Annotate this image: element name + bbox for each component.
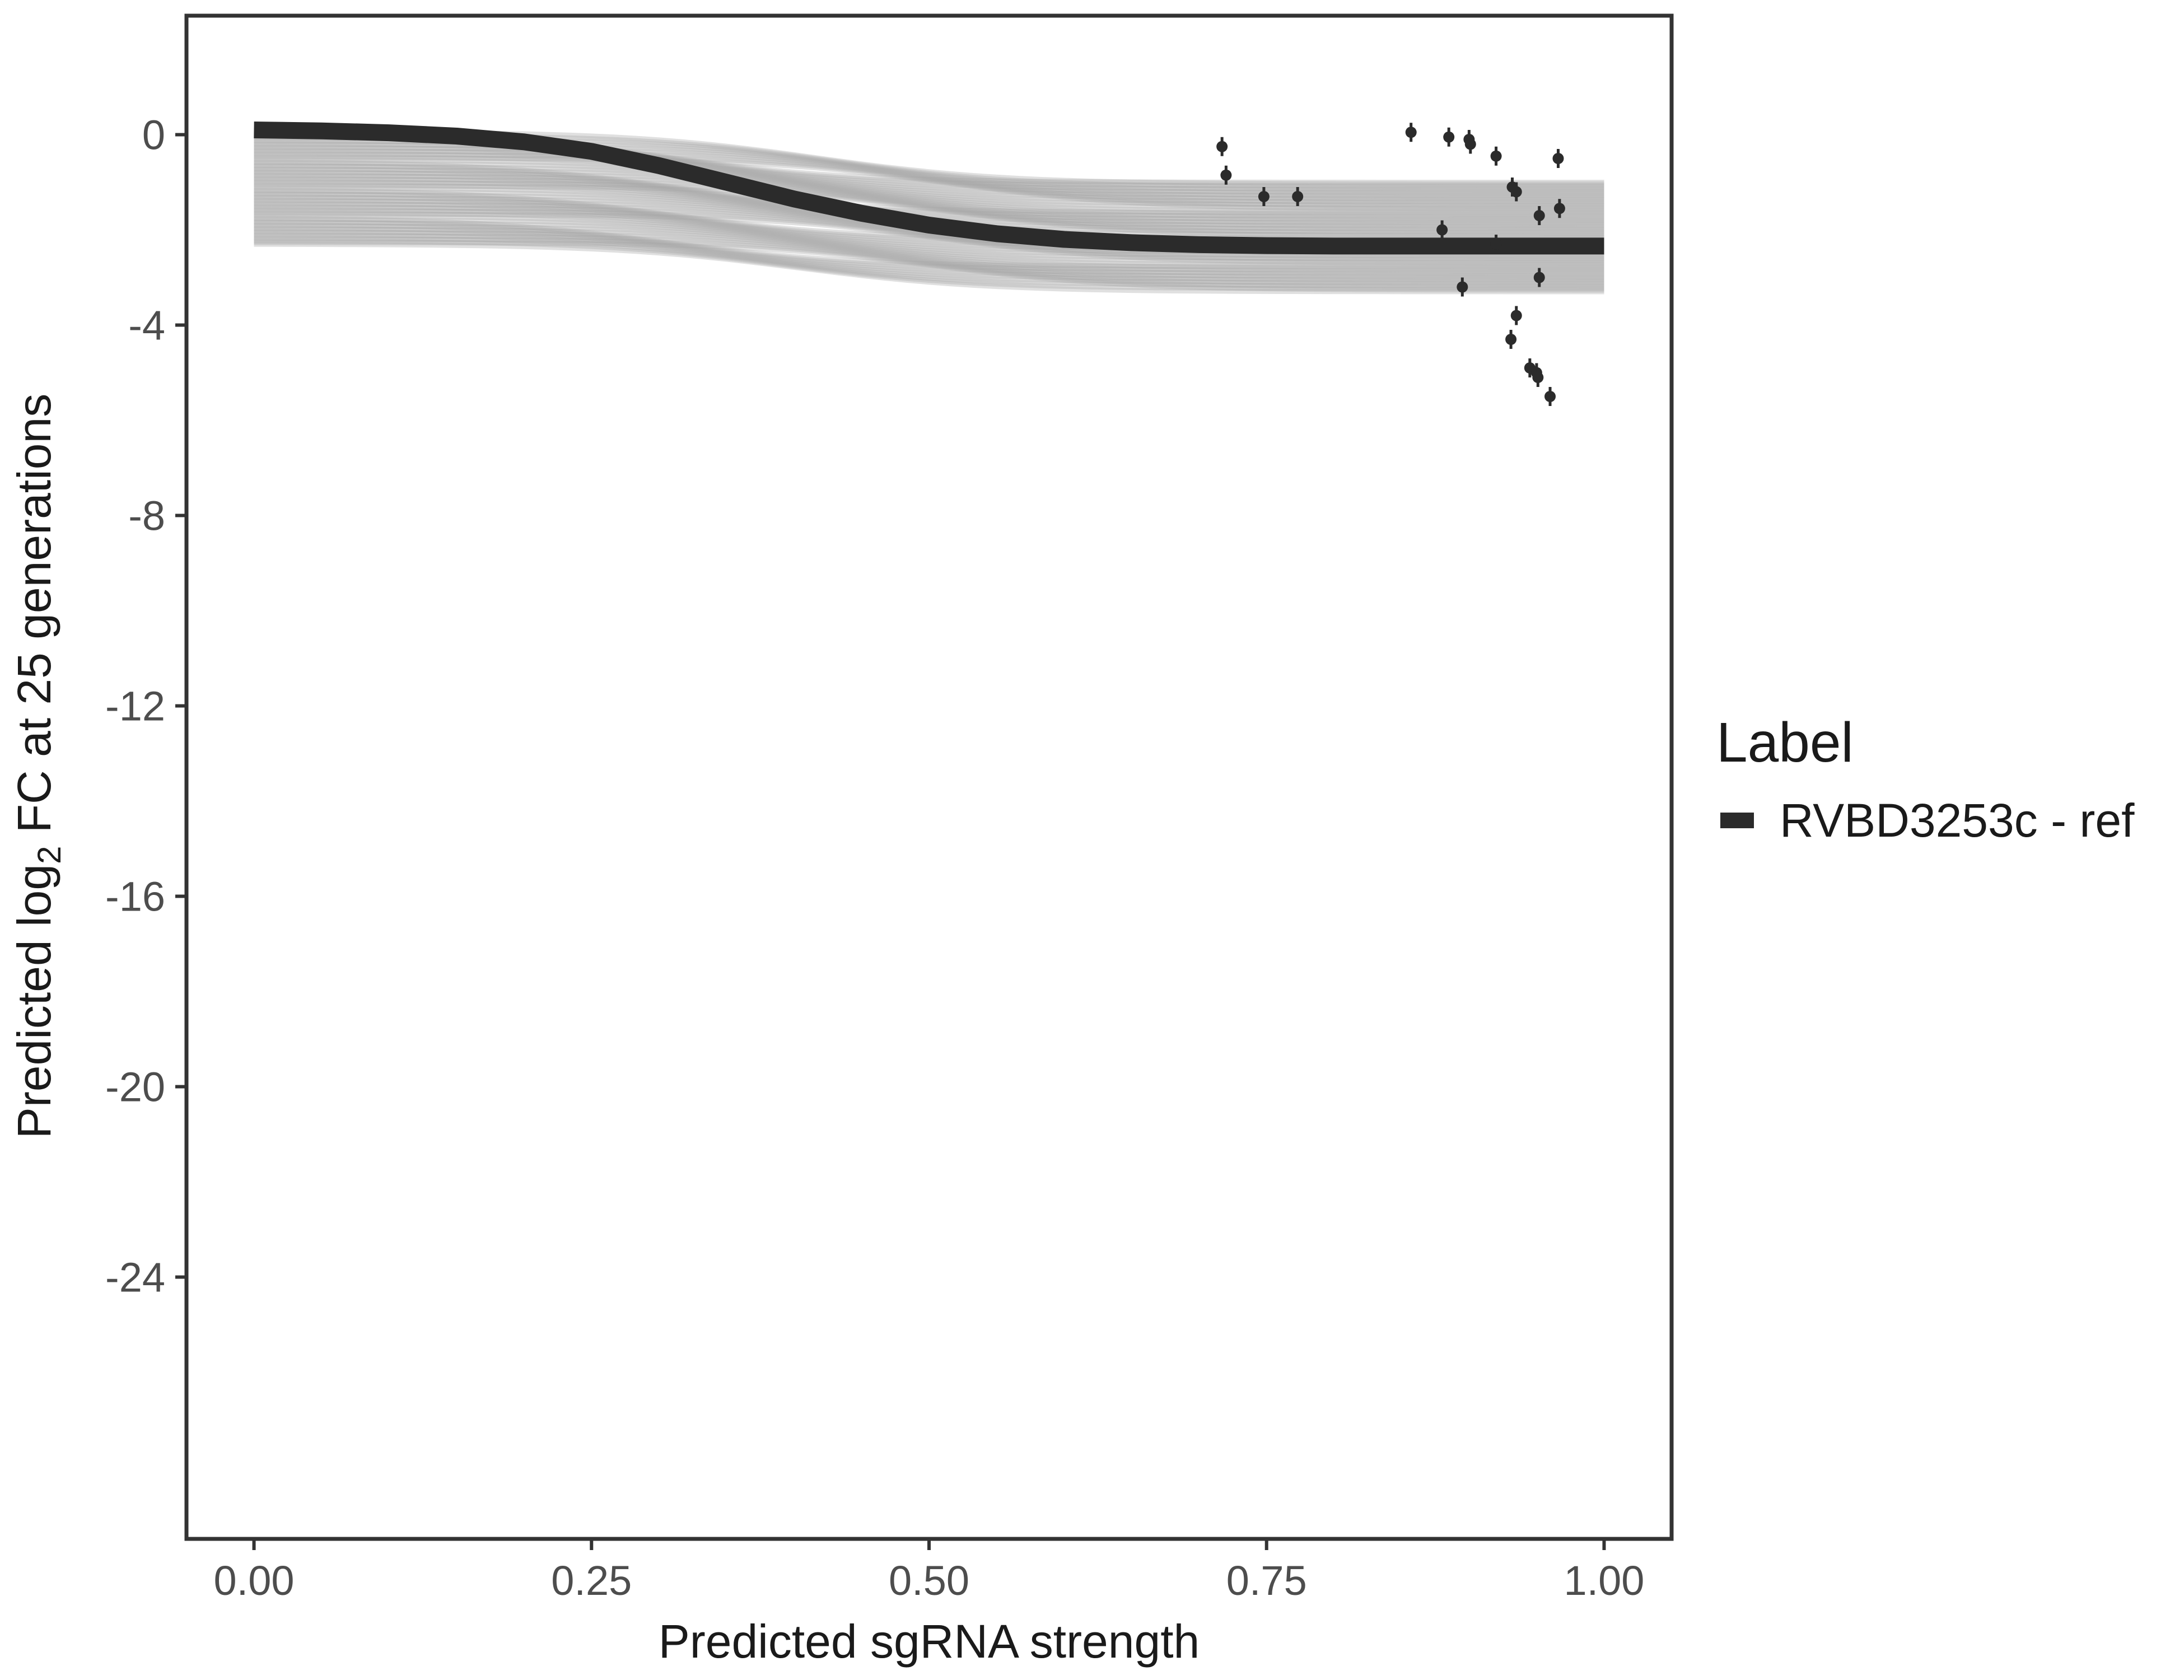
legend-label: RVBD3253c - ref bbox=[1780, 794, 2135, 847]
y-axis-title-prefix: Predicted log bbox=[8, 864, 60, 1138]
data-point bbox=[1532, 372, 1543, 383]
y-tick-label: -4 bbox=[128, 302, 165, 349]
y-tick-label: 0 bbox=[142, 112, 165, 158]
y-axis: 0 -4 -8 -12 -16 -20 -24 bbox=[105, 112, 186, 1301]
x-axis-title: Predicted sgRNA strength bbox=[659, 1615, 1200, 1668]
x-tick-label: 0.25 bbox=[551, 1557, 632, 1604]
y-axis-title: Predicted log2 FC at 25 generations bbox=[8, 394, 68, 1138]
data-point bbox=[1406, 127, 1417, 138]
legend: Label RVBD3253c - ref bbox=[1716, 711, 2135, 847]
y-axis-title-suffix: FC at 25 generations bbox=[8, 394, 60, 846]
data-point bbox=[1511, 186, 1522, 198]
data-point bbox=[1443, 132, 1454, 143]
data-point bbox=[1534, 272, 1545, 283]
legend-title: Label bbox=[1716, 711, 1854, 774]
data-point bbox=[1465, 139, 1476, 150]
x-axis: 0.00 0.25 0.50 0.75 1.00 bbox=[214, 1539, 1645, 1604]
posterior-band bbox=[254, 130, 1604, 292]
data-point bbox=[1258, 191, 1270, 202]
y-tick-label: -16 bbox=[105, 874, 165, 920]
data-point bbox=[1491, 239, 1502, 250]
data-point bbox=[1292, 191, 1303, 202]
y-tick-label: -20 bbox=[105, 1064, 165, 1110]
data-point bbox=[1457, 282, 1468, 293]
data-point bbox=[1534, 210, 1545, 221]
y-axis-title-subscript: 2 bbox=[31, 846, 68, 864]
data-point bbox=[1436, 225, 1448, 236]
data-point bbox=[1216, 141, 1228, 152]
data-point bbox=[1505, 334, 1516, 345]
data-point bbox=[1552, 153, 1564, 164]
y-tick-label: -12 bbox=[105, 683, 165, 730]
data-point bbox=[1491, 151, 1502, 162]
x-tick-label: 0.75 bbox=[1226, 1557, 1307, 1604]
legend-entries: RVBD3253c - ref bbox=[1720, 794, 2135, 847]
data-point bbox=[1554, 203, 1565, 214]
legend-key bbox=[1720, 813, 1754, 828]
data-point bbox=[1544, 391, 1556, 402]
y-tick-label: -24 bbox=[105, 1254, 165, 1301]
y-tick-label: -8 bbox=[128, 493, 165, 539]
x-tick-label: 0.50 bbox=[889, 1557, 969, 1604]
data-point bbox=[1220, 170, 1231, 181]
data-point bbox=[1511, 310, 1522, 321]
x-tick-label: 1.00 bbox=[1564, 1557, 1644, 1604]
x-tick-label: 0.00 bbox=[214, 1557, 295, 1604]
